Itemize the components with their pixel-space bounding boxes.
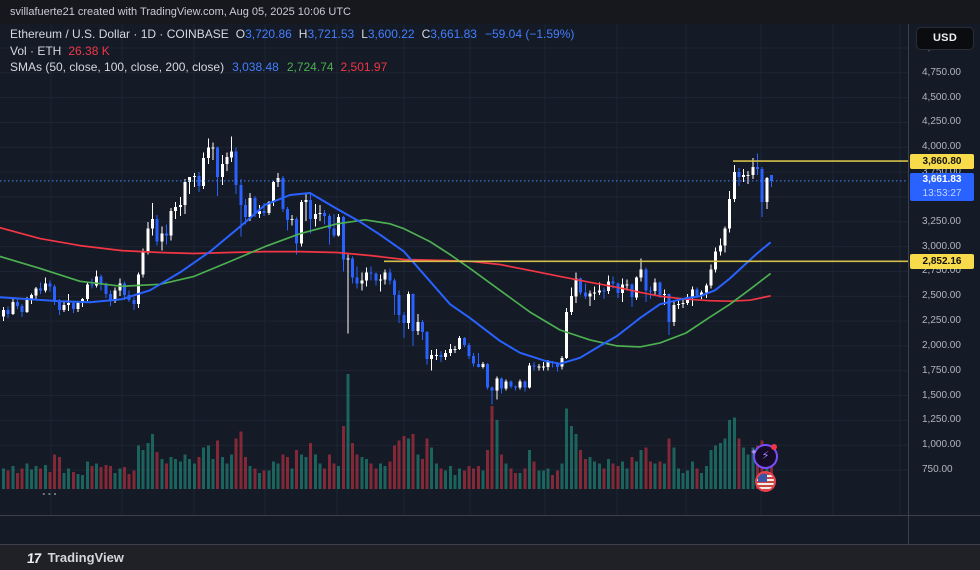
price-tick-label: 4,750.00 xyxy=(922,66,961,78)
high-value: 3,721.53 xyxy=(307,27,355,41)
price-tick-label: 1,500.00 xyxy=(922,389,961,401)
tradingview-brand-text[interactable]: TradingView xyxy=(47,550,124,565)
price-tick-label: 750.00 xyxy=(922,464,953,475)
legend-more-button[interactable]: ... xyxy=(42,483,59,498)
symbol-title: Ethereum / U.S. Dollar · 1D · COINBASE xyxy=(10,27,229,41)
open-label: O xyxy=(235,27,246,41)
price-tick-label: 2,000.00 xyxy=(922,339,961,351)
price-tick-label: 1,000.00 xyxy=(922,439,961,451)
us-flag-event-icon[interactable] xyxy=(755,471,776,492)
price-tick-label: 1,750.00 xyxy=(922,364,961,376)
change-value: −59.04 (−1.59%) xyxy=(484,27,575,41)
bar-countdown: 13:53:27 xyxy=(922,187,962,199)
price-chart-canvas[interactable] xyxy=(0,0,980,544)
smas-label: SMAs (50, close, 100, close, 200, close) xyxy=(10,60,225,74)
volume-label: Vol · ETH xyxy=(10,43,62,58)
sparkle-icon: ✦ xyxy=(750,447,758,457)
legend-row-volume[interactable]: Vol · ETH 26.38 K xyxy=(10,43,574,60)
legend-row-smas[interactable]: SMAs (50, close, 100, close, 200, close)… xyxy=(10,59,574,76)
price-tick-label: 4,500.00 xyxy=(922,91,961,103)
chart-legend: Ethereum / U.S. Dollar · 1D · COINBASE O3… xyxy=(10,26,574,76)
notification-dot xyxy=(771,444,777,450)
last-price-value: 3,661.83 xyxy=(922,173,962,185)
price-level-label-high: 3,860.80 xyxy=(910,153,974,169)
price-tick-label: 2,500.00 xyxy=(922,290,961,302)
price-tick-label: 3,000.00 xyxy=(922,240,961,252)
price-tick-label: 3,250.00 xyxy=(922,215,961,227)
price-tick-label: 2,750.00 xyxy=(922,265,961,277)
price-tick-label: 3,750.00 xyxy=(922,166,961,178)
legend-row-symbol[interactable]: Ethereum / U.S. Dollar · 1D · COINBASE O3… xyxy=(10,26,574,43)
price-level-label-support: 2,852.16 xyxy=(910,253,974,269)
flag-canton xyxy=(758,474,767,482)
tradingview-logo-icon[interactable]: 17 xyxy=(26,549,42,566)
last-price-label: 3,661.83 13:53:27 xyxy=(910,172,974,201)
close-label: C xyxy=(421,27,431,41)
lightning-icon: ⚡ xyxy=(761,450,770,462)
footer-bar: 17 TradingView xyxy=(0,544,980,570)
sma50-value: 3,038.48 xyxy=(232,60,279,74)
price-tick-label: 4,000.00 xyxy=(922,141,961,153)
crypto-event-icon[interactable]: ⚡ ✦ xyxy=(750,444,778,469)
price-tick-label: 2,250.00 xyxy=(922,315,961,327)
open-value: 3,720.86 xyxy=(245,27,292,41)
price-tick-label: 1,250.00 xyxy=(922,414,961,426)
close-value: 3,661.83 xyxy=(430,27,477,41)
attribution-text: svillafuerte21 created with TradingView.… xyxy=(10,6,351,18)
attribution-bar: svillafuerte21 created with TradingView.… xyxy=(0,0,980,24)
currency-toggle-button[interactable]: USD xyxy=(916,27,974,50)
low-value: 3,600.22 xyxy=(367,27,415,41)
high-label: H xyxy=(298,27,308,41)
volume-value: 26.38 K xyxy=(68,43,110,58)
time-axis[interactable]: OctNovDec2025FebMarAprMayJunJulAugSepOct xyxy=(0,515,980,544)
low-label: L xyxy=(361,27,368,41)
sma200-value: 2,501.97 xyxy=(340,60,388,74)
sma100-value: 2,724.74 xyxy=(286,60,334,74)
price-tick-label: 4,250.00 xyxy=(922,116,961,128)
